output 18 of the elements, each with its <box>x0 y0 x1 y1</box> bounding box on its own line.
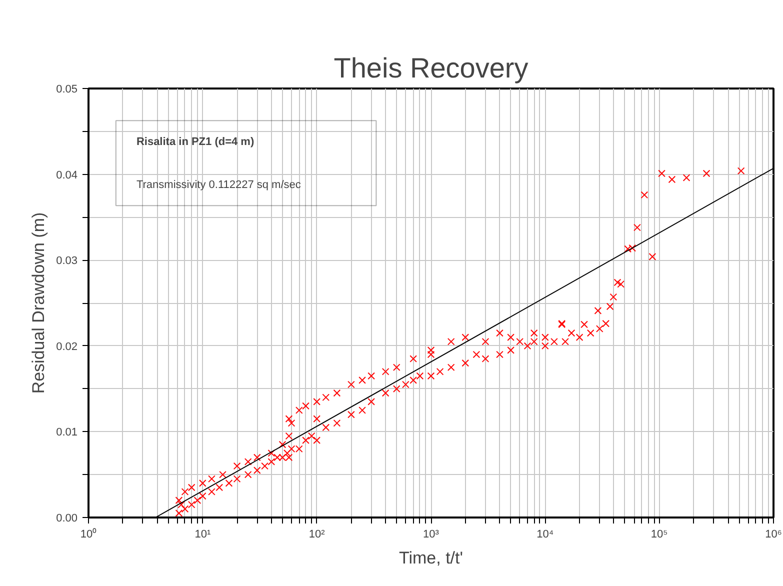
y-axis-title: Residual Drawdown (m) <box>29 212 48 394</box>
x-tick-label: 10³ <box>423 528 440 540</box>
x-tick-label: 10⁵ <box>650 528 668 540</box>
chart-title: Theis Recovery <box>334 52 528 84</box>
x-tick-label: 10⁴ <box>536 528 554 540</box>
x-tick-label: 10¹ <box>194 528 211 540</box>
x-tick-label: 10⁶ <box>765 528 782 540</box>
y-tick-label: 0.05 <box>56 84 78 96</box>
x-tick-label: 10⁰ <box>80 528 97 540</box>
y-tick-label: 0.01 <box>56 426 78 439</box>
y-tick-label: 0.02 <box>56 340 78 353</box>
y-tick-label: 0.04 <box>56 169 78 182</box>
x-axis-title: Time, t/t' <box>398 548 464 568</box>
annotation: Risalita in PZ1 (d=4 m) <box>136 136 254 148</box>
x-tick-label: 10² <box>308 528 326 540</box>
y-tick-label: 0.00 <box>56 512 78 524</box>
annotation: Transmissivity 0.112227 sq m/sec <box>136 179 302 192</box>
y-tick-label: 0.03 <box>56 255 78 268</box>
